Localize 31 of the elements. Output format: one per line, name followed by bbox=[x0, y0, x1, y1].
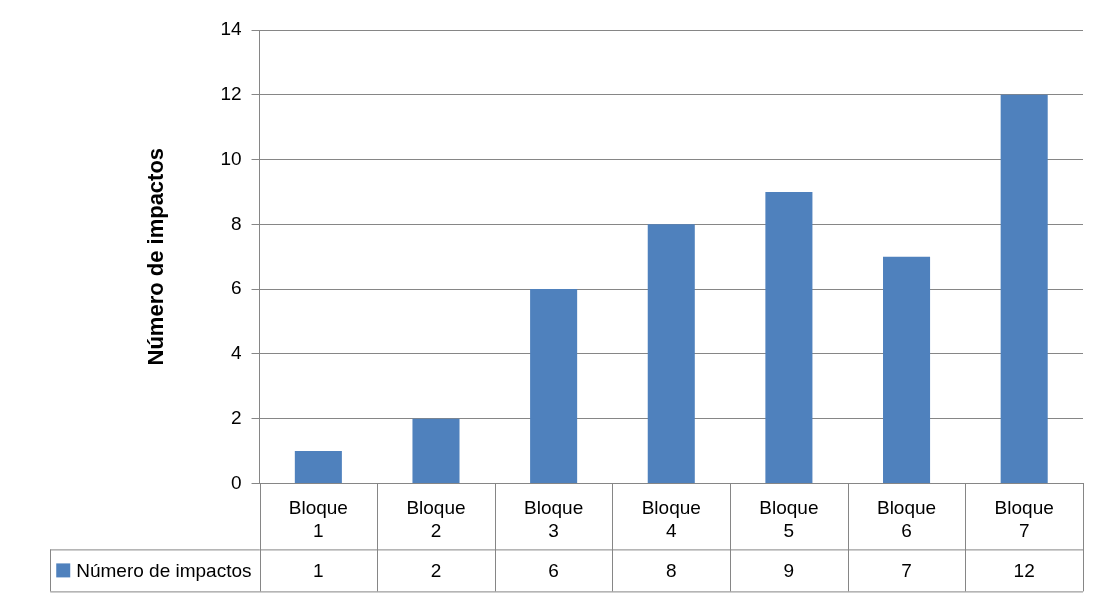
bar bbox=[883, 256, 931, 483]
x-tick-label: Bloque 2 bbox=[406, 497, 466, 541]
bar bbox=[294, 451, 342, 483]
x-tick-label: Bloque 7 bbox=[994, 497, 1054, 541]
x-tick-label: Bloque 3 bbox=[524, 497, 584, 541]
y-axis-title: Número de impactos bbox=[143, 147, 169, 366]
y-tick-label: 2 bbox=[230, 406, 242, 428]
data-label: 1 bbox=[313, 559, 324, 581]
bar bbox=[765, 191, 813, 483]
legend-label: Número de impactos bbox=[76, 559, 252, 581]
x-tick-label: Bloque 6 bbox=[876, 497, 937, 541]
data-label: 7 bbox=[901, 559, 912, 581]
data-label: 6 bbox=[548, 559, 559, 581]
x-tick-label: Bloque 1 bbox=[288, 497, 348, 541]
x-tick-label: Bloque 4 bbox=[641, 497, 701, 541]
x-tick-label: Bloque 5 bbox=[759, 497, 819, 541]
data-label: 12 bbox=[1013, 559, 1035, 581]
y-tick-label: 8 bbox=[230, 212, 242, 234]
data-label: 2 bbox=[430, 559, 442, 581]
y-tick-label: 12 bbox=[220, 83, 242, 105]
y-tick-label: 0 bbox=[230, 471, 242, 493]
data-label: 9 bbox=[783, 559, 795, 581]
bar bbox=[530, 289, 578, 483]
y-tick-label: 14 bbox=[220, 18, 242, 40]
y-tick-label: 4 bbox=[230, 342, 242, 364]
bar bbox=[1000, 94, 1048, 483]
y-tick-label: 10 bbox=[220, 147, 242, 169]
y-tick-label: 6 bbox=[230, 277, 242, 299]
bar bbox=[412, 418, 460, 483]
data-label: 8 bbox=[665, 559, 677, 581]
bar bbox=[647, 224, 695, 483]
